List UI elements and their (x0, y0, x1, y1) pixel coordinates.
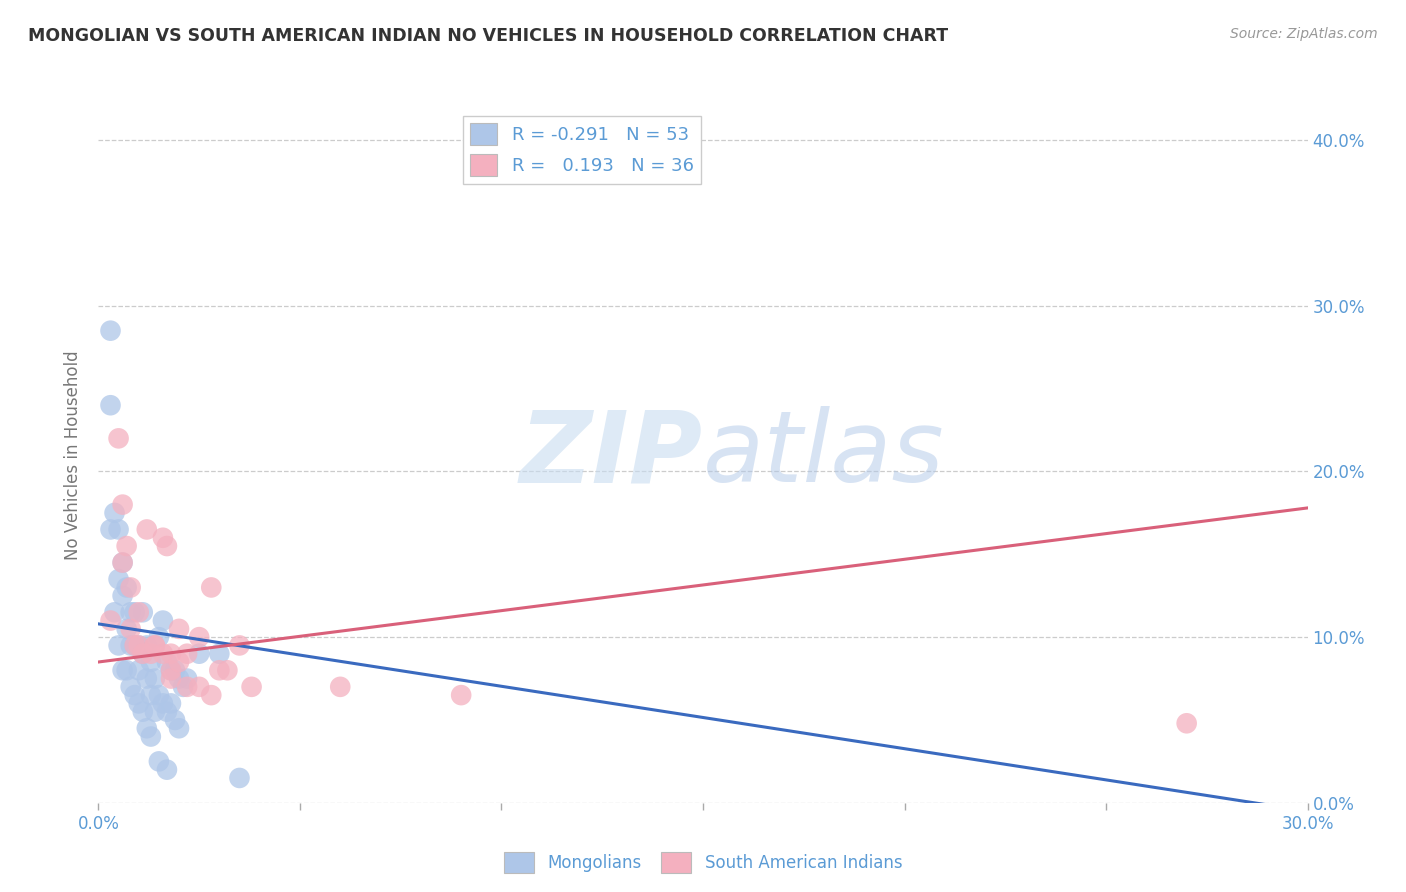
Point (124, 688, 146, 702)
Point (100, 523, 122, 537)
Point (132, 705, 155, 719)
Point (172, 680, 194, 694)
Point (111, 589, 134, 603)
Point (176, 672, 198, 686)
Point (188, 647, 211, 661)
Point (152, 531, 174, 545)
Point (188, 680, 211, 694)
Point (143, 705, 166, 719)
Text: MONGOLIAN VS SOUTH AMERICAN INDIAN NO VEHICLES IN HOUSEHOLD CORRELATION CHART: MONGOLIAN VS SOUTH AMERICAN INDIAN NO VE… (28, 27, 948, 45)
Point (128, 639, 150, 653)
Point (148, 755, 170, 769)
Point (132, 647, 155, 661)
Point (208, 663, 231, 677)
Point (103, 506, 125, 520)
Point (200, 688, 222, 702)
Point (115, 622, 138, 636)
Point (143, 672, 166, 686)
Point (143, 639, 166, 653)
Point (107, 639, 129, 653)
Point (103, 605, 125, 619)
Point (152, 614, 174, 628)
Point (167, 622, 190, 636)
Text: atlas: atlas (703, 407, 945, 503)
Point (143, 639, 166, 653)
Point (111, 556, 134, 570)
Point (100, 614, 122, 628)
Point (139, 688, 162, 702)
Text: Source: ZipAtlas.com: Source: ZipAtlas.com (1230, 27, 1378, 41)
Point (163, 713, 186, 727)
Point (156, 705, 179, 719)
Point (167, 672, 190, 686)
Point (148, 688, 170, 702)
Legend: Mongolians, South American Indians: Mongolians, South American Indians (498, 846, 908, 880)
Text: ZIP: ZIP (520, 407, 703, 503)
Point (167, 655, 190, 669)
Point (124, 639, 146, 653)
Point (156, 539, 179, 553)
Point (115, 663, 138, 677)
Point (160, 663, 183, 677)
Point (167, 721, 190, 735)
Point (135, 672, 157, 686)
Point (124, 639, 146, 653)
Legend: R = -0.291   N = 53, R =   0.193   N = 36: R = -0.291 N = 53, R = 0.193 N = 36 (463, 116, 702, 184)
Point (450, 688, 472, 702)
Point (135, 721, 157, 735)
Point (115, 539, 138, 553)
Point (100, 324, 122, 338)
Point (160, 647, 183, 661)
Point (128, 605, 150, 619)
Point (156, 655, 179, 669)
Point (188, 630, 211, 644)
Point (163, 663, 186, 677)
Point (128, 663, 150, 677)
Point (132, 605, 155, 619)
Point (120, 639, 142, 653)
Point (160, 672, 183, 686)
Point (139, 647, 162, 661)
Point (111, 663, 134, 677)
Point (132, 647, 155, 661)
Point (208, 647, 231, 661)
Point (100, 398, 122, 412)
Point (176, 647, 198, 661)
Point (128, 697, 150, 711)
Point (228, 639, 250, 653)
Y-axis label: No Vehicles in Household: No Vehicles in Household (65, 350, 83, 560)
Point (139, 655, 162, 669)
Point (156, 763, 179, 777)
Point (128, 639, 150, 653)
Point (329, 680, 352, 694)
Point (160, 697, 183, 711)
Point (111, 556, 134, 570)
Point (240, 680, 263, 694)
Point (135, 639, 157, 653)
Point (160, 663, 183, 677)
Point (115, 581, 138, 595)
Point (148, 630, 170, 644)
Point (120, 622, 142, 636)
Point (200, 581, 222, 595)
Point (176, 680, 198, 694)
Point (228, 771, 250, 785)
Point (139, 730, 162, 744)
Point (152, 647, 174, 661)
Point (217, 663, 239, 677)
Point (1175, 716, 1198, 731)
Point (107, 523, 129, 537)
Point (120, 581, 142, 595)
Point (107, 572, 129, 586)
Point (120, 605, 142, 619)
Point (135, 523, 157, 537)
Point (111, 498, 134, 512)
Point (152, 697, 174, 711)
Point (124, 605, 146, 619)
Point (107, 431, 129, 445)
Point (120, 680, 142, 694)
